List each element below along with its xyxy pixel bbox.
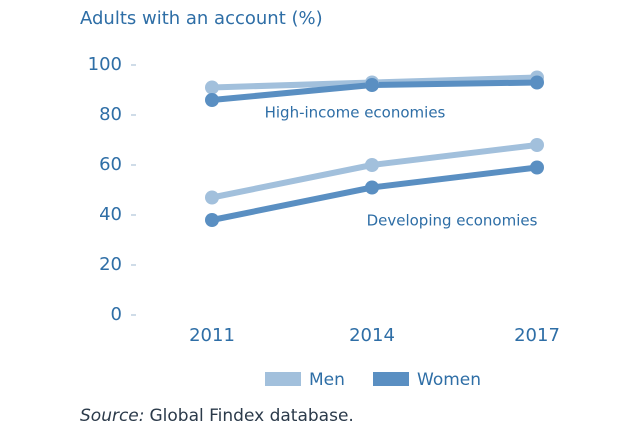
data-point — [205, 93, 219, 107]
data-point — [530, 138, 544, 152]
legend-label: Women — [417, 370, 481, 390]
x-tick-label: 2017 — [514, 325, 560, 346]
legend-label: Men — [309, 370, 345, 390]
source-text: Global Findex database. — [150, 406, 354, 426]
annotation: Developing economies — [367, 212, 538, 230]
data-point — [365, 158, 379, 172]
data-point — [205, 80, 219, 95]
data-point — [365, 78, 379, 92]
y-tick-label: 0 — [111, 304, 122, 325]
x-tick-label: 2014 — [349, 325, 395, 346]
y-tick-label: 60 — [99, 154, 122, 175]
x-tick-label: 2011 — [189, 325, 235, 346]
source: Source: Global Findex database. — [80, 406, 354, 426]
y-tick-label: 20 — [99, 254, 122, 275]
data-point — [530, 160, 544, 175]
legend-swatch — [373, 372, 409, 386]
data-point — [365, 180, 379, 195]
source-label: Source: — [80, 406, 145, 426]
data-point — [205, 190, 219, 205]
y-tick-label: 100 — [88, 54, 122, 75]
data-point — [530, 75, 544, 90]
y-tick-label: 80 — [99, 104, 122, 125]
chart-title: Adults with an account (%) — [80, 8, 323, 29]
y-tick-label: 40 — [99, 204, 122, 225]
annotation: High-income economies — [265, 104, 446, 122]
data-point — [205, 213, 219, 227]
legend-swatch — [265, 372, 301, 386]
